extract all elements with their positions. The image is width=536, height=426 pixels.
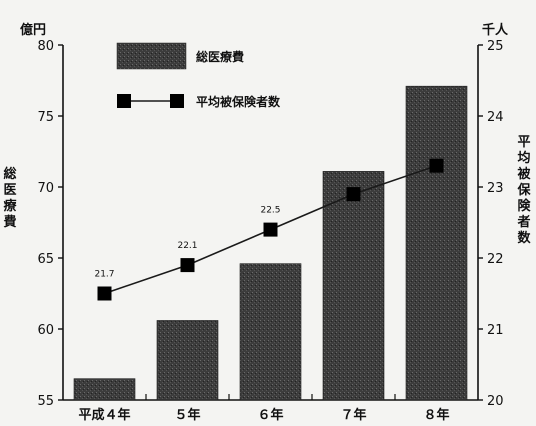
- right-tick-label: 21: [487, 323, 504, 338]
- line-value-label: 21.7: [94, 270, 114, 280]
- right-tick-label: 24: [487, 110, 504, 125]
- bar: [322, 171, 385, 401]
- line-marker: [180, 258, 195, 273]
- left-axis-ticks: 55 60 65 70 75 80: [37, 39, 63, 409]
- right-tick-label: 22: [487, 252, 504, 267]
- line-marker: [97, 286, 112, 301]
- bar: [239, 263, 302, 401]
- right-axis-unit: 千人: [482, 22, 509, 38]
- legend: 総医療費 平均被保険者数: [116, 42, 281, 109]
- category-label: ８年: [423, 407, 449, 423]
- right-tick-label: 20: [487, 394, 504, 409]
- line-marker: [263, 222, 278, 237]
- left-axis-unit: 億円: [20, 22, 46, 38]
- left-tick-label: 60: [37, 323, 54, 338]
- left-tick-label: 75: [37, 110, 54, 125]
- left-tick-label: 70: [37, 181, 54, 196]
- bar: [405, 85, 468, 401]
- right-tick-label: 25: [487, 39, 504, 54]
- bar: [156, 320, 219, 401]
- bar: [73, 378, 136, 401]
- line-marker: [429, 158, 444, 173]
- bar-series: [73, 85, 468, 401]
- legend-bar-swatch: [116, 42, 187, 70]
- legend-marker-left: [117, 94, 131, 108]
- category-label: ７年: [340, 407, 366, 423]
- right-axis-title: 平均被保険者数: [516, 135, 531, 246]
- category-label: ６年: [257, 407, 283, 423]
- left-tick-label: 55: [37, 394, 54, 409]
- left-axis-title: 総医療費: [3, 166, 17, 230]
- category-labels: 平成４年 ５年 ６年 ７年 ８年: [78, 407, 449, 423]
- legend-line-label: 平均被保険者数: [196, 94, 281, 109]
- left-tick-label: 80: [37, 39, 54, 54]
- category-label: ５年: [174, 407, 200, 423]
- line-value-label: 22.1: [177, 241, 197, 251]
- left-tick-label: 65: [37, 252, 54, 267]
- legend-marker-right: [170, 94, 184, 108]
- line-series: 21.7 22.1 22.5: [94, 158, 444, 301]
- right-tick-label: 23: [487, 181, 504, 196]
- line-marker: [346, 187, 361, 202]
- legend-bar-label: 総医療費: [196, 49, 244, 64]
- right-axis-ticks: 20 21 22 23 24 25: [478, 39, 504, 409]
- line-value-label: 22.5: [260, 206, 280, 216]
- category-label: 平成４年: [78, 407, 130, 423]
